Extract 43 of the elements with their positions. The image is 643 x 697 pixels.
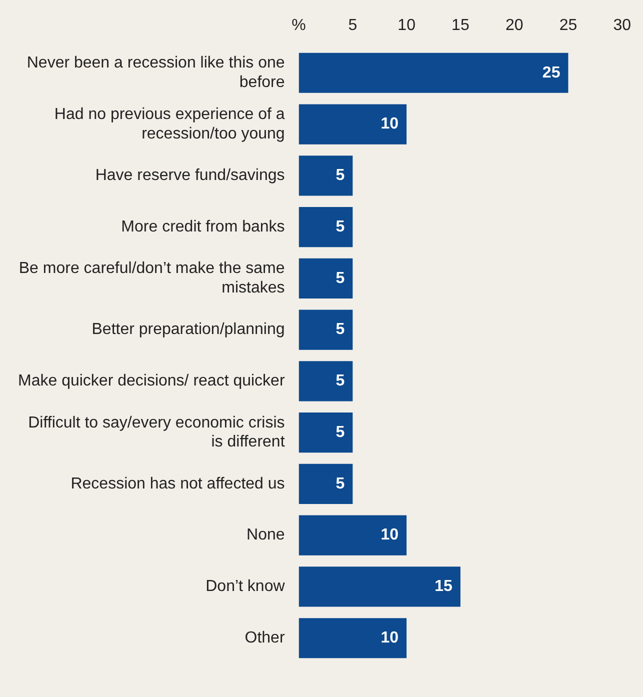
data-label: 5 (336, 218, 345, 236)
bar (298, 156, 353, 196)
data-label: 10 (380, 630, 399, 647)
bar (298, 464, 353, 504)
y-tick-label: Had no previous experience of a recession/too young (54, 106, 285, 142)
x-tick-label: 30 (613, 17, 632, 34)
bar (298, 361, 353, 402)
bar (298, 207, 353, 248)
bar (298, 412, 353, 453)
bar (298, 104, 407, 144)
data-label: 10 (380, 526, 399, 544)
x-tick-label: 25 (559, 17, 578, 34)
y-tick-label: Difficult to say/every economic crisis is different (28, 414, 286, 451)
y-tick-label: Be more careful/don’t make the same mistakes (18, 260, 285, 296)
y-tick-label: Have reserve fund/savings (95, 167, 285, 184)
x-tick-label: % (292, 17, 306, 34)
x-tick-label: 10 (398, 17, 416, 34)
bar (298, 618, 407, 658)
x-tick-label: 5 (348, 17, 358, 34)
data-label: 15 (434, 578, 453, 596)
y-tick-label: More credit from banks (121, 218, 285, 236)
data-label: 5 (336, 424, 345, 441)
y-tick-label: Never been a recession like this one before (26, 54, 285, 91)
y-tick-label: Better preparation/planning (92, 321, 285, 338)
bar (298, 52, 568, 93)
data-label: 5 (336, 372, 345, 390)
data-label: 25 (542, 64, 560, 82)
data-label: 10 (380, 116, 399, 133)
bar (298, 258, 353, 298)
y-tick-label: Other (244, 630, 286, 647)
y-tick-label: Don’t know (206, 578, 286, 596)
data-label: 5 (336, 475, 345, 492)
data-label: 5 (336, 321, 345, 338)
y-tick-label: None (246, 526, 285, 544)
bar (298, 515, 407, 556)
x-tick-label: 20 (505, 17, 524, 34)
data-label: 5 (336, 270, 345, 287)
y-tick-label: Recession has not affected us (70, 475, 285, 492)
x-tick-label: 15 (452, 17, 470, 34)
bar (298, 310, 353, 350)
y-tick-label: Make quicker decisions/ react quicker (18, 372, 286, 390)
bar (298, 566, 460, 607)
data-label: 5 (336, 167, 345, 184)
